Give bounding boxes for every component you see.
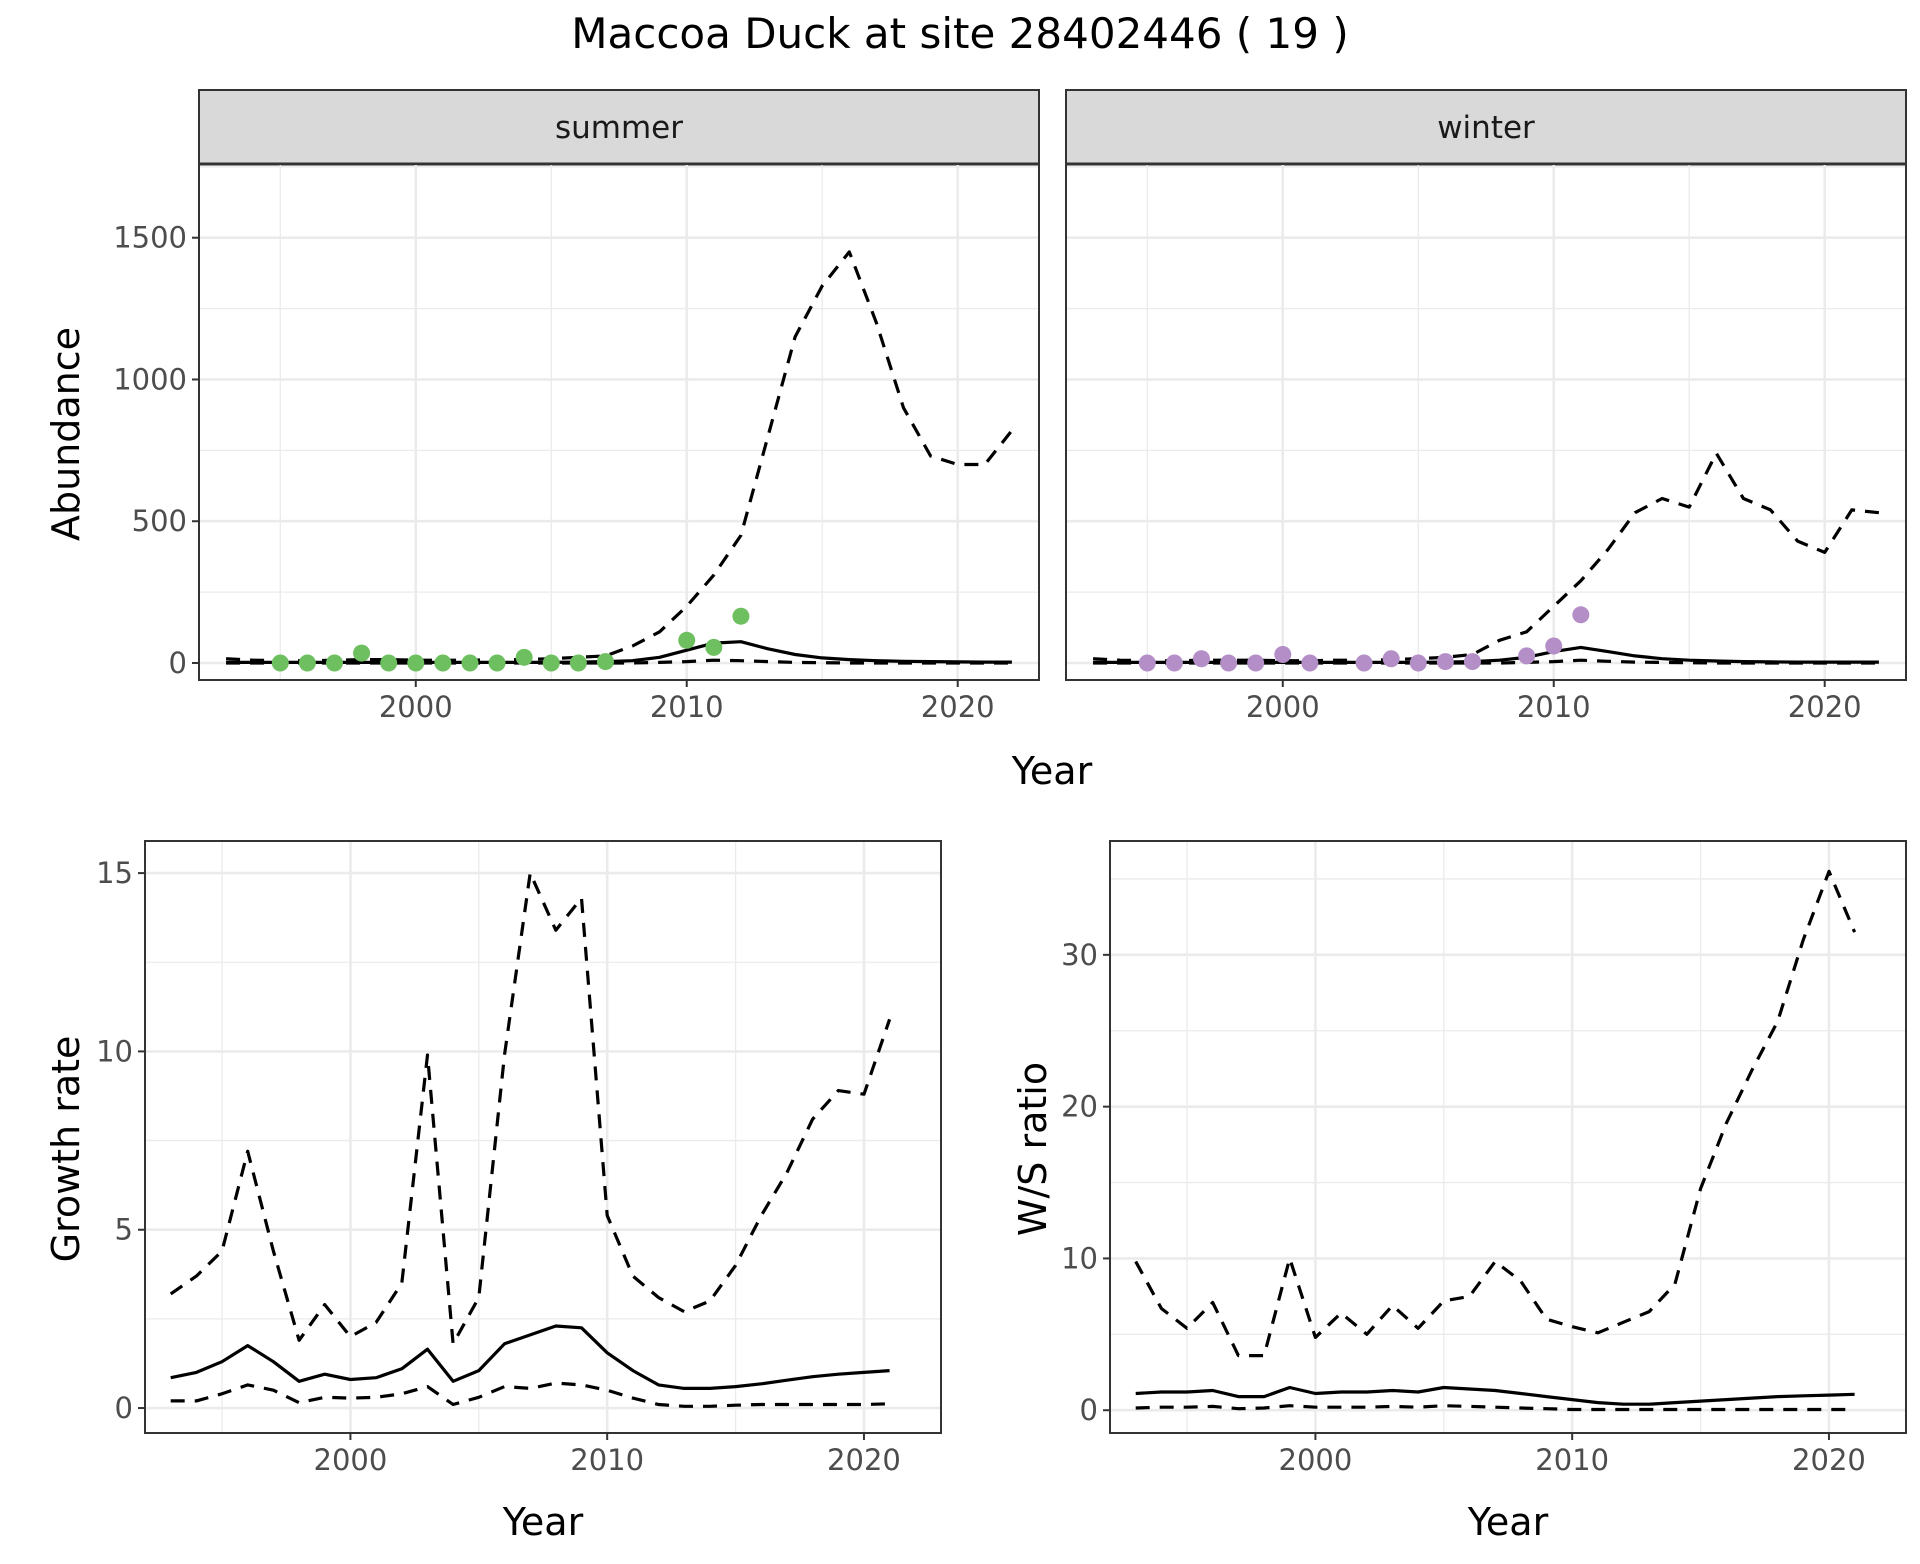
dashed-series-line-1 xyxy=(1093,451,1880,663)
data-point xyxy=(1355,654,1373,672)
y-tick-label: 20 xyxy=(1061,1090,1098,1124)
x-axis-title-top: Year xyxy=(1011,749,1093,793)
data-point xyxy=(1409,654,1427,672)
facet-label: winter xyxy=(1437,110,1535,146)
facet-strip xyxy=(198,89,1040,165)
panel-0: summer 2000 2010 2020 0 500 1000 1500 Abundance xyxy=(44,89,1040,724)
y-tick-label: 10 xyxy=(1061,1241,1098,1275)
y-tick-label: 30 xyxy=(1061,938,1098,972)
data-point xyxy=(596,653,614,671)
x-tick-label: 2010 xyxy=(1517,690,1591,724)
y-tick-label: 0 xyxy=(115,1391,133,1425)
solid-series-line-0 xyxy=(170,1324,890,1390)
dashed-series-line-1 xyxy=(1134,869,1857,1358)
data-point xyxy=(1274,645,1292,663)
panel-border xyxy=(198,163,1040,681)
data-point xyxy=(298,654,316,672)
data-point xyxy=(1192,650,1210,668)
data-point xyxy=(1572,606,1590,624)
dashed-series-line-1 xyxy=(226,250,1014,663)
y-tick-label: 0 xyxy=(1080,1393,1098,1427)
dashed-series-line-2 xyxy=(1135,1404,1855,1412)
dashed-series-line-2 xyxy=(170,1381,890,1408)
panel-2: 2000 2010 2020 0 5 10 15 Growth rate Year xyxy=(44,840,942,1544)
x-tick-label: 2010 xyxy=(1535,1443,1609,1477)
y-tick-label: 15 xyxy=(96,856,133,890)
y-tick-label: 10 xyxy=(96,1034,133,1068)
data-point xyxy=(271,654,289,672)
panel-3: 2000 2010 2020 0 10 20 30 W/S ratio Year xyxy=(1011,840,1907,1544)
solid-series-line-0 xyxy=(1093,645,1879,664)
data-point xyxy=(380,654,398,672)
x-tick-label: 2000 xyxy=(379,690,453,724)
data-point xyxy=(1436,653,1454,671)
y-tick-label: 1000 xyxy=(113,362,187,396)
x-tick-label: 2010 xyxy=(650,690,724,724)
data-point xyxy=(542,654,560,672)
x-tick-label: 2020 xyxy=(827,1443,901,1477)
data-point xyxy=(1220,654,1238,672)
x-tick-label: 2010 xyxy=(570,1443,644,1477)
x-tick-label: 2000 xyxy=(1246,690,1320,724)
data-point xyxy=(488,654,506,672)
data-point xyxy=(1382,650,1400,668)
y-tick-label: 5 xyxy=(115,1213,133,1247)
data-point xyxy=(1518,647,1536,665)
data-point xyxy=(705,638,723,656)
data-point xyxy=(1463,653,1481,671)
facet-strip xyxy=(1065,89,1907,165)
figure-title: Maccoa Duck at site 28402446 ( 19 ) xyxy=(571,9,1348,58)
data-point xyxy=(1247,654,1265,672)
x-tick-label: 2000 xyxy=(314,1443,388,1477)
dashed-series-line-1 xyxy=(169,871,892,1346)
y-tick-label: 0 xyxy=(169,646,187,680)
x-tick-label: 2020 xyxy=(1792,1443,1866,1477)
y-tick-label: 1500 xyxy=(113,221,187,255)
data-point xyxy=(434,654,452,672)
panel-border xyxy=(1065,163,1907,681)
data-point xyxy=(1545,637,1563,655)
data-point xyxy=(1138,654,1156,672)
panel-1: winter 2000 2010 2020 xyxy=(1065,89,1907,724)
panel-border xyxy=(144,840,942,1434)
y-axis-title: Abundance xyxy=(44,327,88,541)
facet-label: summer xyxy=(555,110,683,146)
x-axis-title: Year xyxy=(502,1500,584,1544)
x-tick-label: 2000 xyxy=(1279,1443,1353,1477)
data-point xyxy=(407,654,425,672)
y-tick-label: 500 xyxy=(132,504,187,538)
panel-border xyxy=(1109,840,1907,1434)
x-tick-label: 2020 xyxy=(921,690,995,724)
y-axis-title: Growth rate xyxy=(44,1036,88,1263)
data-point xyxy=(325,654,343,672)
x-tick-label: 2020 xyxy=(1788,690,1862,724)
y-axis-title: W/S ratio xyxy=(1011,1062,1055,1236)
dashed-series-line-2 xyxy=(226,658,1012,665)
data-point xyxy=(678,631,696,649)
data-point xyxy=(515,648,533,666)
data-point xyxy=(461,654,479,672)
x-axis-title: Year xyxy=(1467,1500,1549,1544)
data-point xyxy=(1165,654,1183,672)
data-point xyxy=(732,607,750,625)
solid-series-line-0 xyxy=(1135,1385,1855,1406)
data-point xyxy=(569,654,587,672)
data-point xyxy=(353,644,371,662)
data-point xyxy=(1301,654,1319,672)
